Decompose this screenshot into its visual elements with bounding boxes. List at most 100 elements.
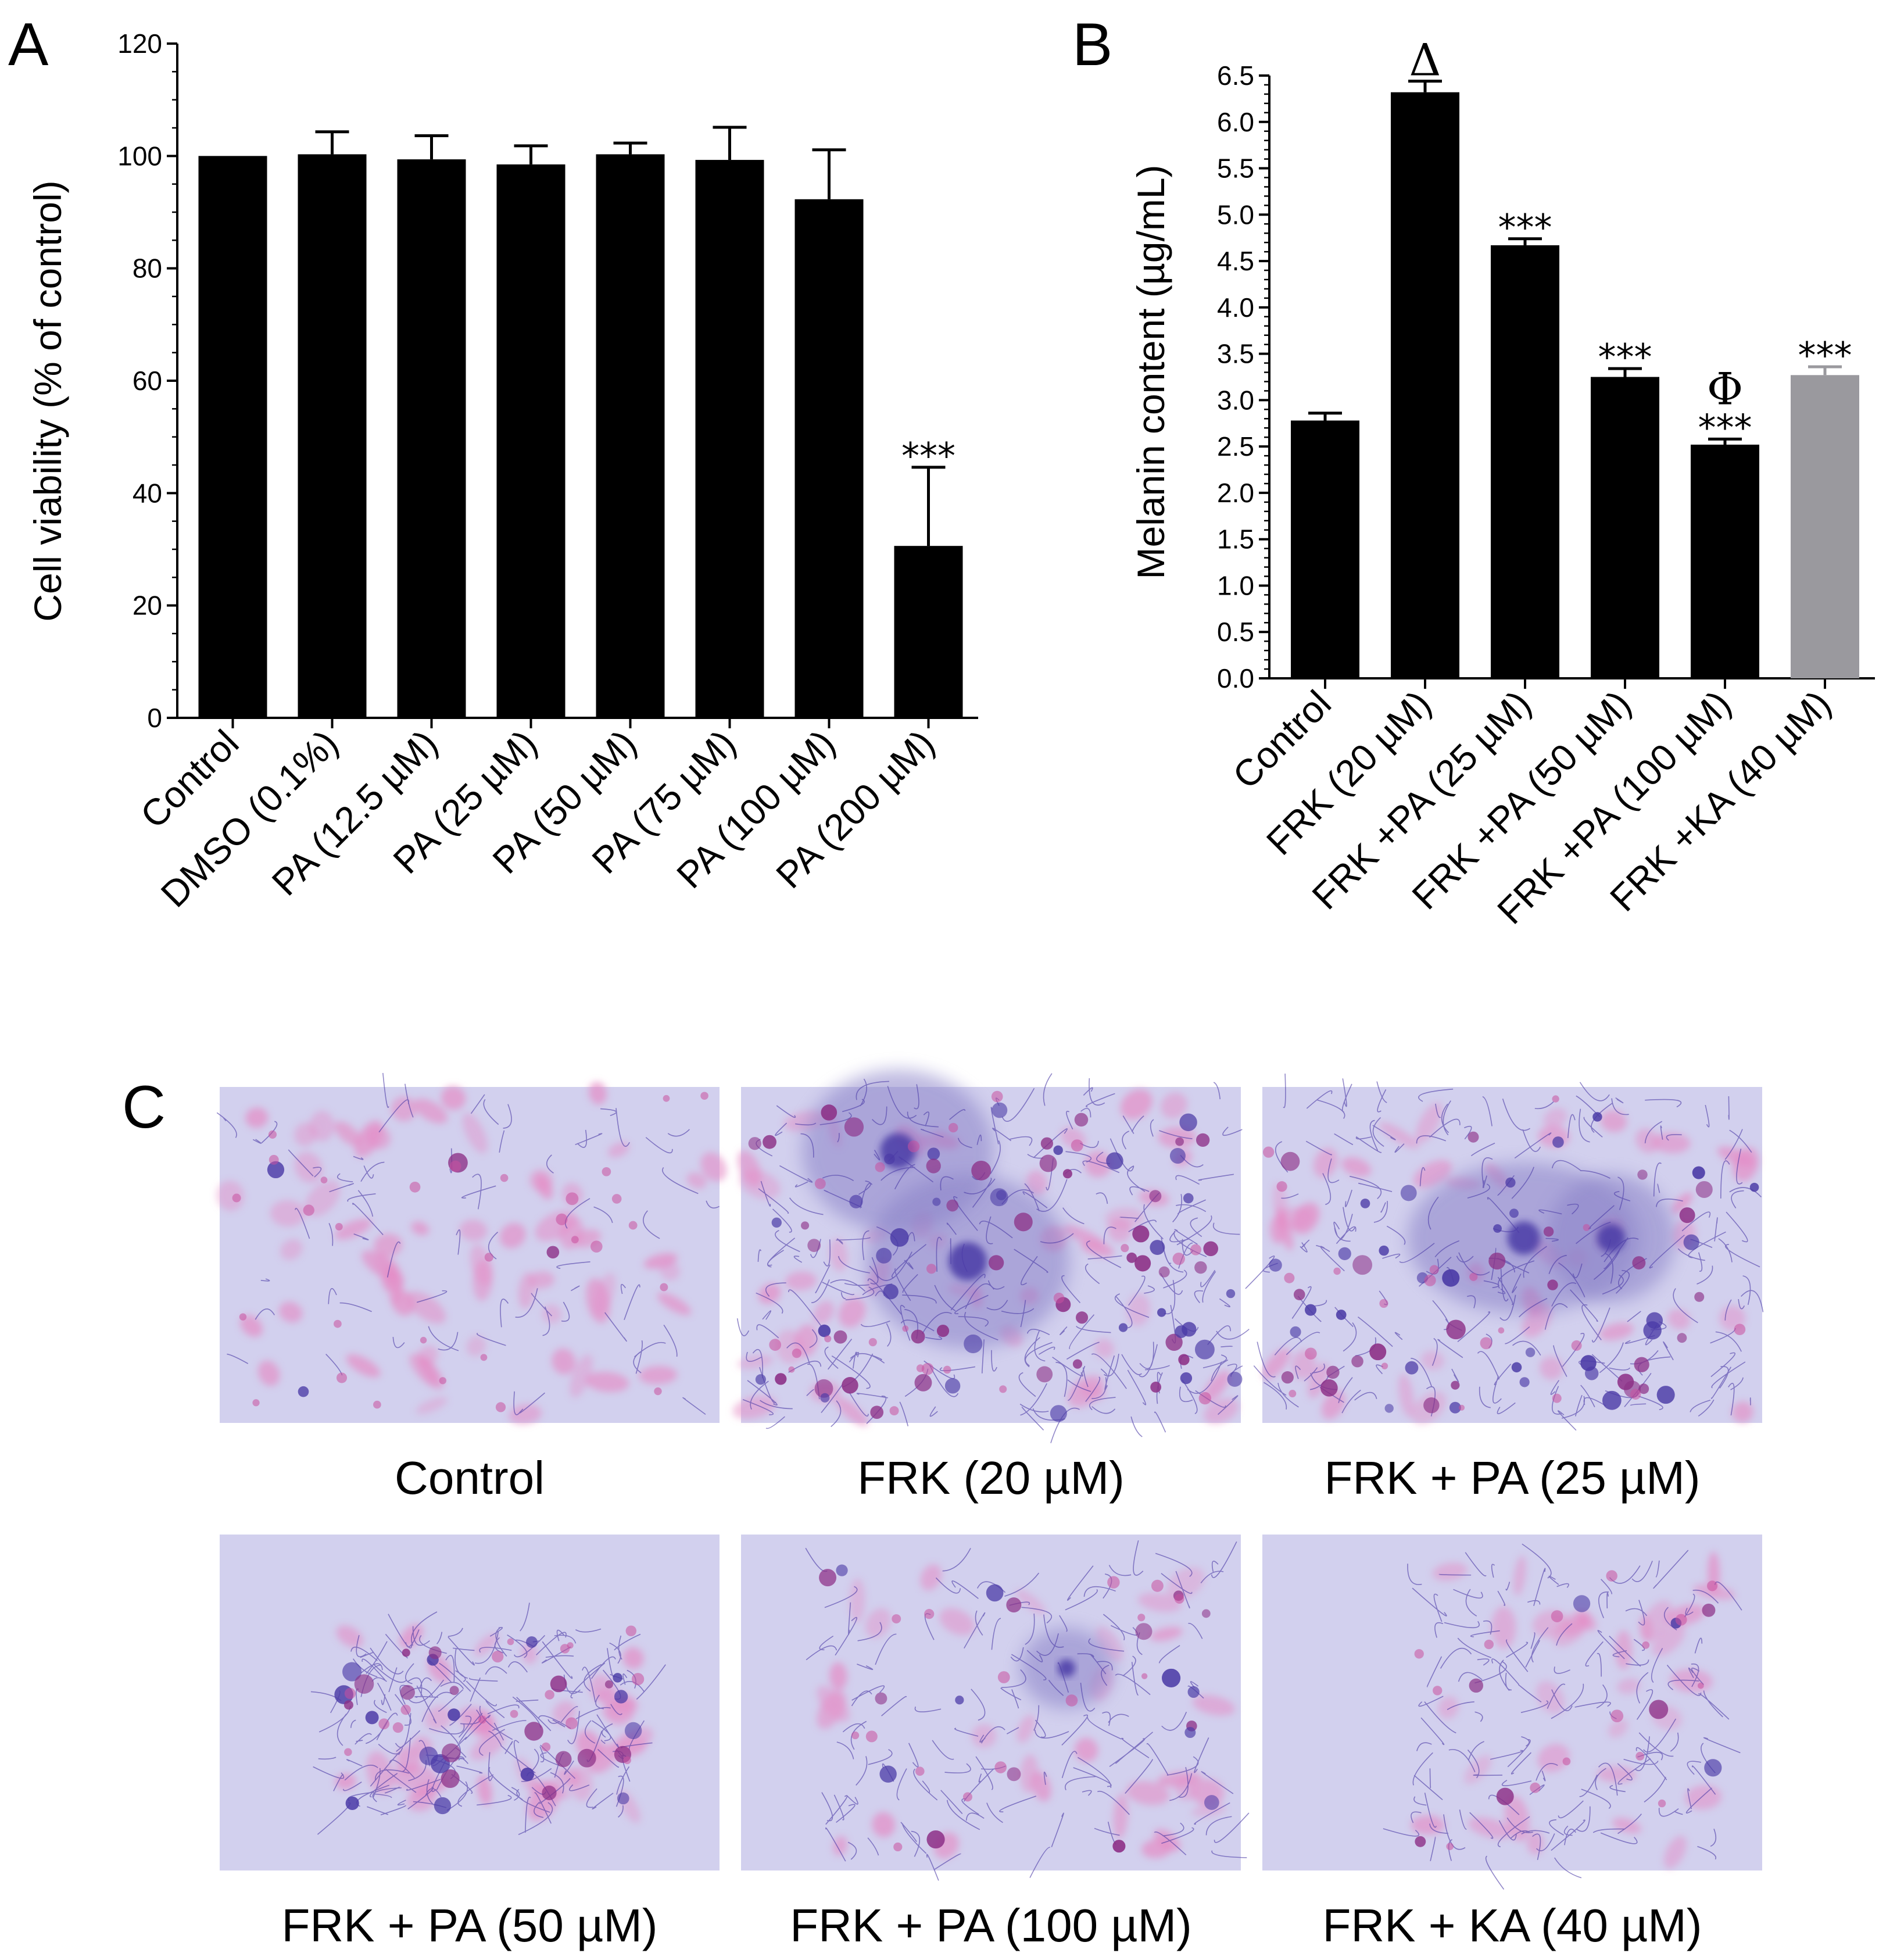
- cell-nucleus: [1635, 1751, 1645, 1761]
- y-tick-label: 1.0: [1217, 570, 1254, 600]
- y-tick-label: 40: [133, 478, 162, 508]
- pigmented-cell: [946, 1199, 959, 1212]
- pigmented-cell: [944, 1378, 961, 1394]
- cell-nucleus: [997, 1671, 1010, 1683]
- cell-nucleus: [400, 1704, 411, 1715]
- cell-nucleus: [335, 1222, 343, 1231]
- pigmented-cell: [448, 1708, 460, 1721]
- bar: [1691, 444, 1759, 678]
- cell-nucleus: [566, 1717, 578, 1730]
- cell-nucleus: [560, 1644, 570, 1654]
- pigmented-cell: [342, 1662, 362, 1682]
- chart-a: Cell viability (% of control) 0 20 40 60 80 1…: [26, 28, 978, 915]
- pigmented-cell: [1014, 1213, 1033, 1232]
- pigmented-cell: [1150, 1240, 1165, 1256]
- dendrite-network: [310, 1603, 666, 1835]
- pigmented-cell: [801, 1221, 810, 1230]
- cell-nucleus: [1071, 1139, 1083, 1152]
- pigmented-cell: [775, 1373, 787, 1385]
- cell-nucleus: [1606, 1570, 1617, 1582]
- pigmented-cell: [1525, 1347, 1536, 1357]
- cell-nucleus: [948, 1122, 958, 1133]
- cell-nucleus: [962, 1792, 972, 1802]
- cell-nucleus: [303, 1204, 314, 1216]
- pigmented-cell: [550, 1675, 567, 1693]
- pigmented-cell: [1062, 1169, 1072, 1179]
- y-tick-label: 100: [117, 141, 162, 171]
- cell-nucleus: [566, 1192, 579, 1206]
- dendrite-network: [1383, 1543, 1742, 1890]
- y-tick-label: 2.0: [1217, 478, 1254, 508]
- pigmented-cell: [1638, 1383, 1649, 1394]
- pigmented-cell: [1157, 1308, 1166, 1317]
- pigmented-cell: [1451, 1380, 1460, 1390]
- pigmented-cell: [1634, 1357, 1649, 1372]
- dendrite-network: [805, 1540, 1250, 1881]
- cell-nucleus: [1675, 1614, 1687, 1626]
- cell-nucleus: [889, 1406, 899, 1416]
- comparison-symbol: Φ: [1707, 363, 1743, 414]
- pigmented-cell: [1692, 1166, 1705, 1179]
- cell-nucleus: [625, 1625, 637, 1637]
- cell-nucleus: [495, 1402, 506, 1412]
- cell-nucleus: [420, 1336, 427, 1344]
- pigmented-cell: [1106, 1152, 1123, 1169]
- pigmented-cell: [1179, 1113, 1197, 1132]
- cell-nucleus: [344, 1687, 356, 1700]
- pigmented-cell: [1290, 1326, 1301, 1338]
- micrograph-frk-ka-40: [1262, 1535, 1762, 1890]
- cell-nucleus: [1333, 1267, 1341, 1275]
- pigmented-cell: [1543, 1226, 1554, 1237]
- pigmented-cell: [1203, 1241, 1219, 1257]
- cell-nucleus: [484, 1253, 493, 1262]
- cell-nucleus: [868, 1337, 877, 1347]
- pigmented-cell: [1656, 1386, 1675, 1404]
- pigmented-cell: [1184, 1727, 1196, 1739]
- pigmented-cell: [1180, 1372, 1193, 1385]
- cell-nucleus: [1381, 1362, 1388, 1369]
- y-tick-label: 3.0: [1217, 385, 1254, 415]
- pigmented-cell: [875, 1692, 887, 1705]
- pigmented-cell: [1040, 1137, 1053, 1150]
- pigmented-cell: [354, 1674, 374, 1694]
- pigmented-cell: [932, 1197, 941, 1206]
- cell-nucleus: [814, 1178, 826, 1189]
- pigmented-cell: [1126, 1252, 1137, 1263]
- cell-nucleus: [409, 1181, 421, 1193]
- cell-nucleus: [510, 1709, 518, 1718]
- cell-nucleus: [373, 1400, 381, 1409]
- chart-a-ylabel: Cell viability (% of control): [26, 180, 69, 621]
- pigmented-cell: [1695, 1181, 1713, 1199]
- pigmented-cell: [1683, 1234, 1699, 1250]
- pigmented-cell: [1280, 1151, 1300, 1171]
- cell-nucleus: [611, 1194, 622, 1204]
- cell-nucleus: [902, 1325, 909, 1332]
- pigmented-cell: [1149, 1190, 1162, 1203]
- chart-b-bars: Δ*********Φ***: [1291, 34, 1859, 678]
- pigmented-cell: [1165, 1333, 1183, 1351]
- cell-nucleus: [943, 1365, 951, 1374]
- pigmented-cell: [1150, 1382, 1162, 1393]
- cell-nucleus: [1498, 1327, 1505, 1334]
- pigmented-cell: [1226, 1289, 1236, 1299]
- pigmented-cell: [1488, 1252, 1506, 1270]
- cell-nucleus: [571, 1236, 579, 1244]
- pigmented-cell: [1360, 1199, 1370, 1208]
- cell-nucleus: [1562, 1757, 1571, 1766]
- pigmented-cell: [1384, 1404, 1394, 1413]
- pigmented-cell: [1336, 1310, 1347, 1320]
- pigmented-cell: [1162, 1668, 1181, 1687]
- panel-label-c: C: [122, 1074, 166, 1141]
- pigmented-cell: [820, 1393, 830, 1403]
- cell-nucleus: [769, 1339, 782, 1351]
- pigmented-cell: [927, 1147, 940, 1160]
- pigmented-cell: [1074, 1113, 1089, 1127]
- bar: [1391, 92, 1459, 678]
- pigmented-cell: [267, 1161, 285, 1179]
- cell-nucleus: [492, 1650, 504, 1663]
- pigmented-cell: [1649, 1700, 1669, 1719]
- cell-nucleus: [1107, 1576, 1120, 1589]
- pigmented-cell: [1326, 1365, 1340, 1379]
- pigmented-cell: [821, 1104, 838, 1121]
